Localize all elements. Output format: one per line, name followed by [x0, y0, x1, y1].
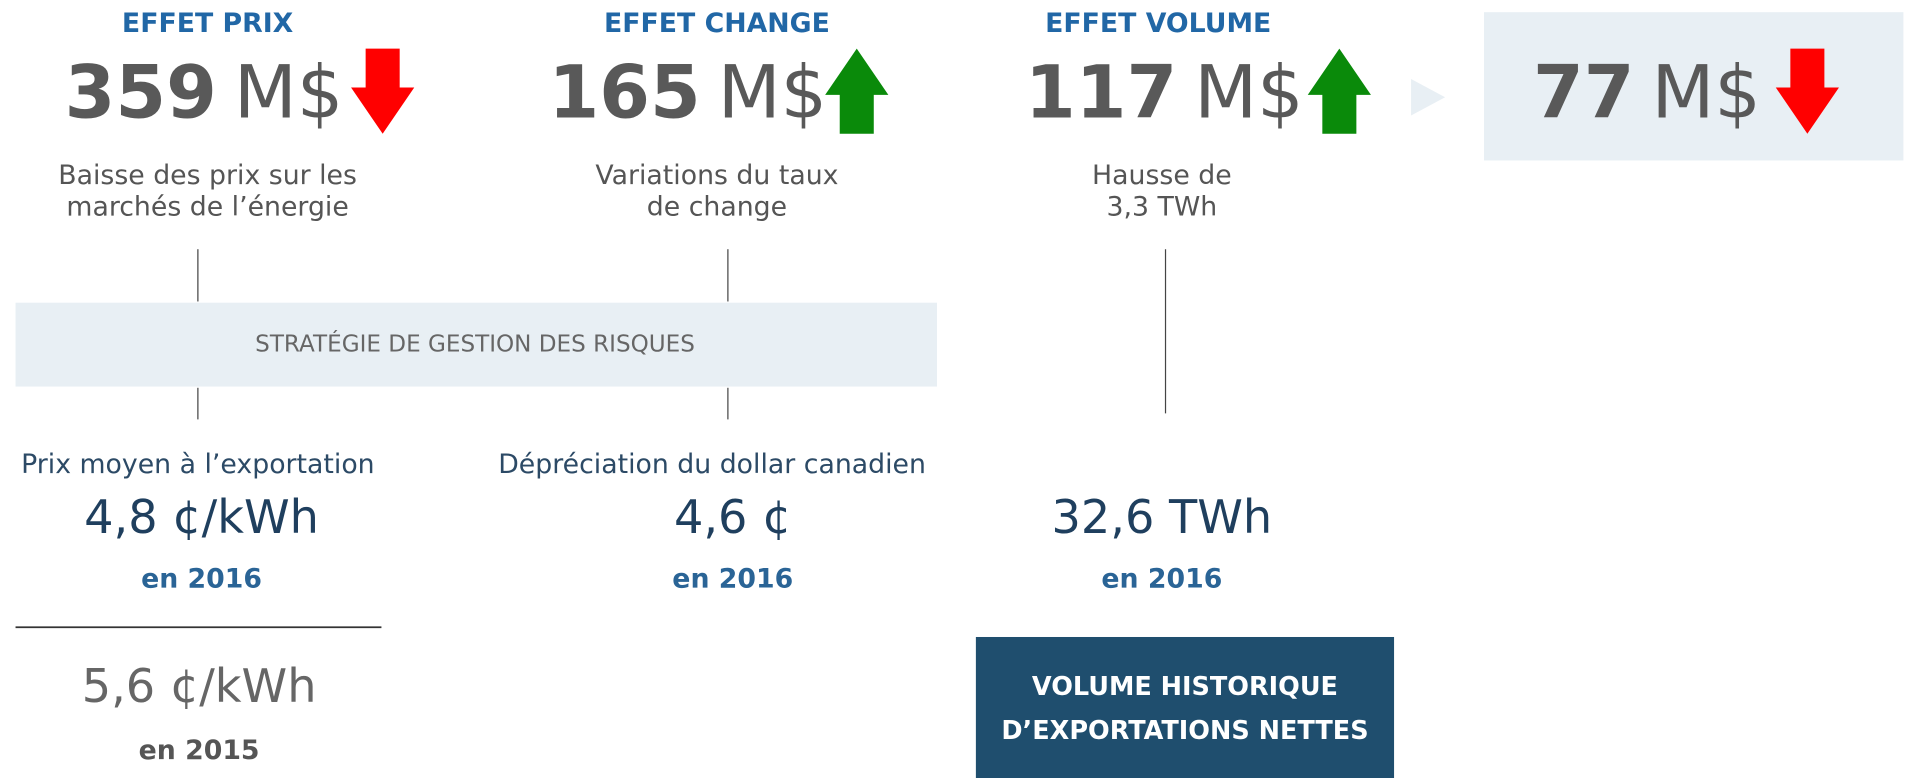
note-text: D’EXPORTATIONS NETTES	[1001, 716, 1368, 746]
effect-description: Baisse des prix sur les	[58, 160, 357, 191]
amount: 77 M$	[1533, 50, 1761, 135]
detail-year: en 2016	[141, 563, 262, 594]
arrow-up	[825, 48, 889, 134]
effect-title: EFFET CHANGE	[604, 8, 830, 39]
effect-description: Hausse de	[1092, 160, 1232, 191]
effect-description: marchés de l’énergie	[66, 191, 348, 222]
arrow-down	[351, 48, 415, 134]
amount-value: 117	[1025, 50, 1177, 135]
result-triangle	[1411, 79, 1446, 116]
amount-value: 359	[65, 50, 217, 135]
banner-text: STRATÉGIE DE GESTION DES RISQUES	[255, 330, 695, 358]
previous-year: en 2015	[139, 735, 260, 766]
arrow-up	[1307, 48, 1371, 134]
amount-unit: M$	[1194, 50, 1303, 135]
total-box	[1484, 12, 1904, 161]
effect-description: Variations du taux	[595, 160, 838, 191]
amount: 117 M$	[1025, 50, 1304, 135]
detail-label: Prix moyen à l’exportation	[21, 449, 374, 480]
detail-value: 4,8 ¢/kWh	[84, 490, 319, 544]
detail-year: en 2016	[672, 563, 793, 594]
amount: 359 M$	[65, 50, 344, 135]
detail-label: Dépréciation du dollar canadien	[498, 449, 926, 480]
detail-year: en 2016	[1101, 563, 1222, 594]
effect-description: de change	[647, 191, 787, 222]
amount-value: 165	[549, 50, 701, 135]
amount-unit: M$	[718, 50, 827, 135]
amount-unit: M$	[1652, 50, 1761, 135]
effect-title: EFFET PRIX	[122, 8, 294, 39]
detail-value: 32,6 TWh	[1052, 490, 1273, 544]
banner	[15, 302, 937, 387]
amount: 165 M$	[549, 50, 828, 135]
note-text: VOLUME HISTORIQUE	[1032, 672, 1338, 702]
effect-description: 3,3 TWh	[1107, 191, 1218, 222]
effect-title: EFFET VOLUME	[1045, 8, 1271, 39]
note-box	[975, 636, 1395, 778]
amount-value: 77	[1533, 50, 1634, 135]
arrow-down	[1775, 48, 1839, 134]
detail-value: 4,6 ¢	[674, 490, 792, 544]
amount-unit: M$	[234, 50, 343, 135]
previous-value: 5,6 ¢/kWh	[82, 659, 317, 713]
